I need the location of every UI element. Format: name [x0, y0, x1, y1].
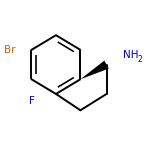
- Text: F: F: [29, 96, 34, 106]
- Text: Br: Br: [4, 45, 15, 55]
- Polygon shape: [80, 61, 109, 79]
- Text: NH: NH: [123, 50, 138, 60]
- Text: 2: 2: [138, 55, 143, 64]
